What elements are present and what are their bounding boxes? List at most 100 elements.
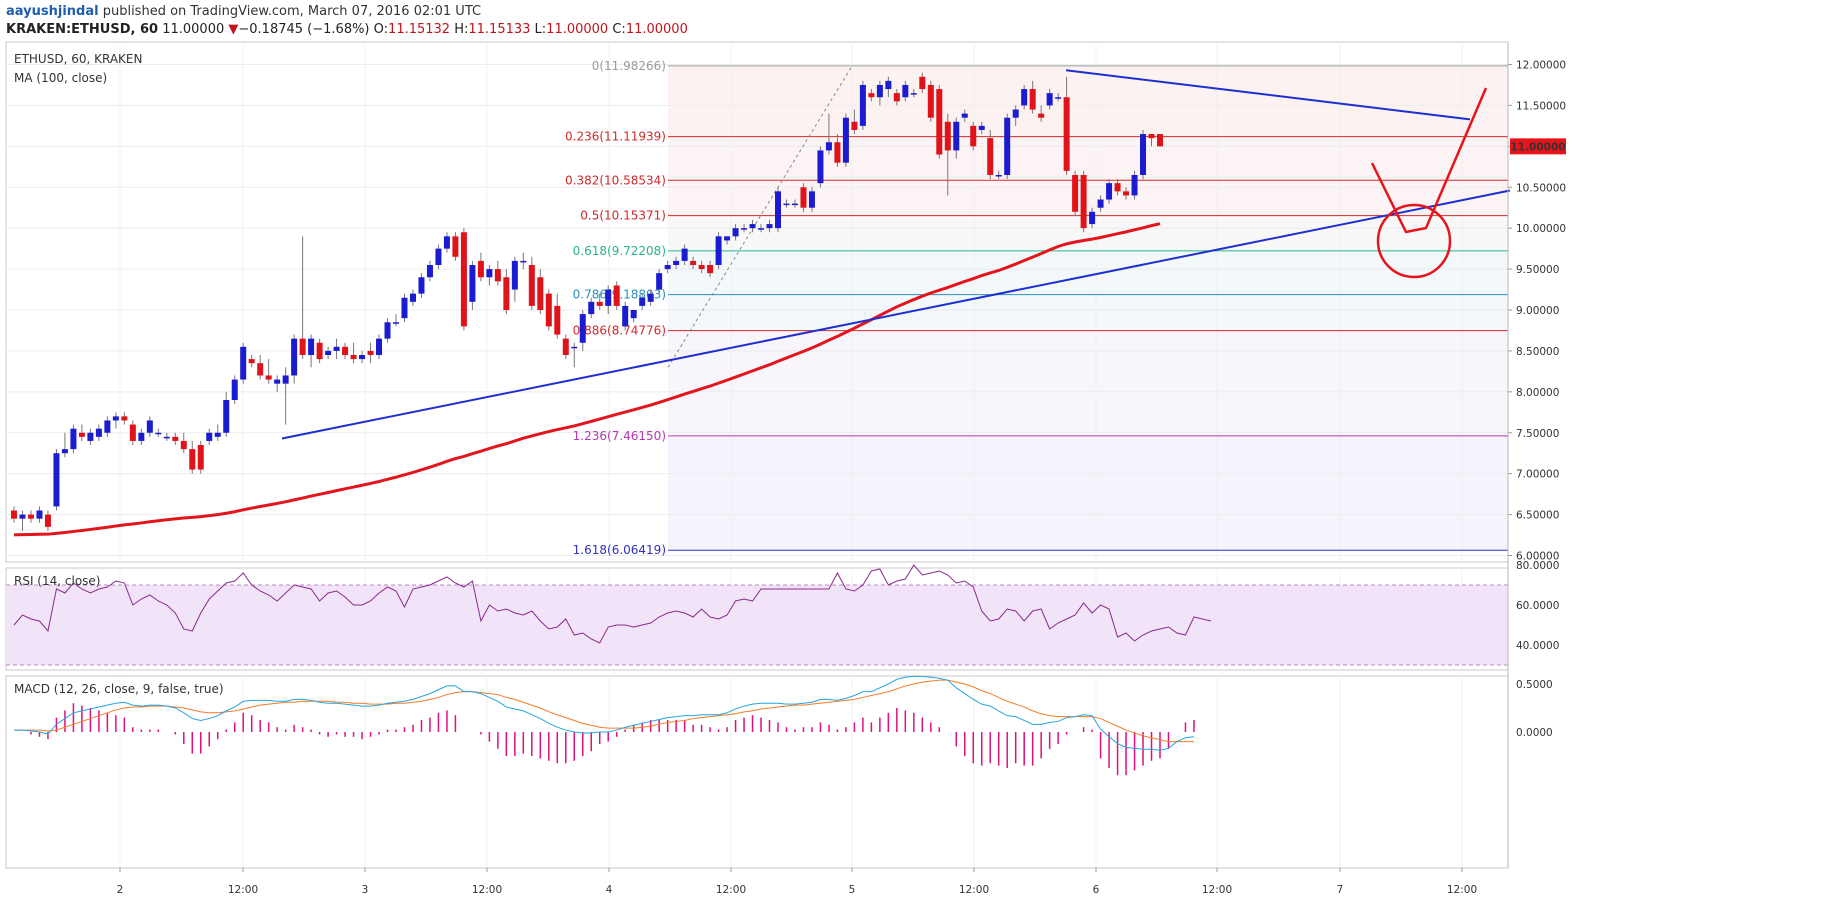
bullish-candle[interactable] — [825, 142, 832, 151]
bearish-candle[interactable] — [537, 277, 544, 310]
rsi-pane[interactable]: 80.0000 60.0000 40.0000 RSI (14, close) — [5, 560, 1559, 671]
bullish-candle[interactable] — [622, 305, 629, 327]
bullish-candle[interactable] — [1106, 183, 1113, 200]
bearish-candle[interactable] — [367, 350, 374, 356]
author-link[interactable]: aayushjindal — [6, 4, 99, 19]
bearish-candle[interactable] — [494, 269, 501, 282]
bullish-candle[interactable] — [749, 224, 756, 229]
bullish-candle[interactable] — [1021, 89, 1028, 106]
bearish-candle[interactable] — [27, 514, 34, 519]
bullish-candle[interactable] — [876, 84, 883, 98]
bullish-candle[interactable] — [732, 228, 739, 237]
bullish-candle[interactable] — [961, 113, 968, 118]
bullish-candle[interactable] — [223, 400, 230, 433]
bullish-candle[interactable] — [469, 264, 476, 302]
macd-signal-line[interactable] — [14, 679, 1194, 743]
bullish-candle[interactable] — [240, 346, 247, 380]
bullish-candle[interactable] — [104, 420, 111, 433]
bullish-candle[interactable] — [282, 375, 289, 384]
bullish-candle[interactable] — [384, 322, 391, 339]
bearish-candle[interactable] — [460, 232, 467, 327]
bearish-candle[interactable] — [503, 277, 510, 310]
bearish-candle[interactable] — [1063, 97, 1070, 171]
bearish-candle[interactable] — [987, 138, 994, 175]
bearish-candle[interactable] — [44, 514, 51, 527]
bullish-candle[interactable] — [910, 93, 917, 95]
bearish-candle[interactable] — [1123, 191, 1130, 196]
bullish-candle[interactable] — [520, 260, 527, 263]
bullish-candle[interactable] — [681, 248, 688, 261]
bullish-candle[interactable] — [1131, 174, 1138, 196]
bullish-candle[interactable] — [588, 301, 595, 315]
bullish-candle[interactable] — [978, 125, 985, 130]
macd-pane[interactable]: 0.5000 0.0000 MACD (12, 26, close, 9, fals… — [5, 675, 1553, 869]
bullish-candle[interactable] — [639, 297, 646, 306]
bullish-candle[interactable] — [953, 121, 960, 151]
bearish-candle[interactable] — [1038, 113, 1045, 118]
bearish-candle[interactable] — [1114, 183, 1121, 192]
bullish-candle[interactable] — [741, 228, 748, 230]
symbol-label[interactable]: KRAKEN:ETHUSD, 60 — [6, 22, 159, 37]
bearish-candle[interactable] — [1029, 89, 1036, 110]
bearish-candle[interactable] — [1148, 134, 1155, 139]
bullish-candle[interactable] — [1055, 97, 1062, 99]
bullish-candle[interactable] — [859, 84, 866, 126]
price-pane[interactable]: 12.00000 11.50000 11.00000 10.50000 10.00000… — [5, 41, 1566, 563]
bullish-candle[interactable] — [87, 432, 94, 441]
annotation-arrow[interactable] — [1370, 87, 1488, 234]
bearish-candle[interactable] — [893, 93, 900, 102]
bullish-candle[interactable] — [231, 379, 238, 401]
bullish-candle[interactable] — [1012, 109, 1019, 118]
bearish-candle[interactable] — [554, 305, 561, 335]
bearish-candle[interactable] — [698, 264, 705, 270]
bullish-candle[interactable] — [308, 338, 315, 356]
bullish-candle[interactable] — [1089, 211, 1096, 225]
bearish-candle[interactable] — [562, 338, 569, 356]
bullish-candle[interactable] — [673, 260, 680, 265]
support-trendline[interactable] — [281, 189, 1511, 440]
time-axis[interactable]: 2 12:00 3 12:00 4 12:00 5 12:00 6 12:00 7 12:00 — [6, 867, 1508, 896]
bullish-candle[interactable] — [817, 150, 824, 184]
bullish-candle[interactable] — [435, 248, 442, 265]
bullish-candle[interactable] — [325, 350, 332, 356]
bullish-candle[interactable] — [53, 453, 60, 507]
bullish-candle[interactable] — [19, 514, 26, 519]
bullish-candle[interactable] — [112, 416, 119, 421]
bullish-candle[interactable] — [571, 346, 578, 349]
bullish-candle[interactable] — [70, 428, 77, 450]
bearish-candle[interactable] — [1072, 174, 1079, 212]
bearish-candle[interactable] — [350, 355, 357, 360]
bearish-candle[interactable] — [452, 236, 459, 257]
bearish-candle[interactable] — [868, 93, 875, 98]
bearish-candle[interactable] — [707, 264, 714, 274]
bearish-candle[interactable] — [528, 264, 535, 306]
bullish-candle[interactable] — [486, 269, 493, 278]
bearish-candle[interactable] — [690, 260, 697, 265]
bullish-candle[interactable] — [783, 203, 790, 206]
bullish-candle[interactable] — [36, 510, 43, 519]
bullish-candle[interactable] — [409, 293, 416, 302]
bullish-candle[interactable] — [443, 236, 450, 249]
bearish-candle[interactable] — [129, 424, 136, 441]
bearish-candle[interactable] — [1157, 134, 1163, 147]
bullish-candle[interactable] — [1140, 134, 1147, 175]
bullish-candle[interactable] — [902, 84, 909, 98]
annotation-circle[interactable] — [1376, 203, 1452, 279]
bullish-candle[interactable] — [214, 432, 221, 437]
bearish-candle[interactable] — [172, 436, 179, 441]
bearish-candle[interactable] — [257, 363, 264, 376]
bullish-candle[interactable] — [724, 236, 731, 241]
bearish-candle[interactable] — [248, 359, 255, 364]
bullish-candle[interactable] — [630, 310, 637, 319]
bearish-candle[interactable] — [189, 449, 196, 470]
bearish-candle[interactable] — [477, 260, 484, 278]
bearish-candle[interactable] — [936, 89, 943, 155]
bullish-candle[interactable] — [95, 428, 102, 437]
ma-100-line[interactable] — [13, 222, 1161, 537]
bearish-candle[interactable] — [316, 342, 323, 360]
bearish-candle[interactable] — [180, 440, 187, 450]
bearish-candle[interactable] — [834, 142, 841, 163]
bullish-candle[interactable] — [155, 432, 162, 435]
bearish-candle[interactable] — [596, 301, 603, 306]
bearish-candle[interactable] — [851, 121, 858, 130]
